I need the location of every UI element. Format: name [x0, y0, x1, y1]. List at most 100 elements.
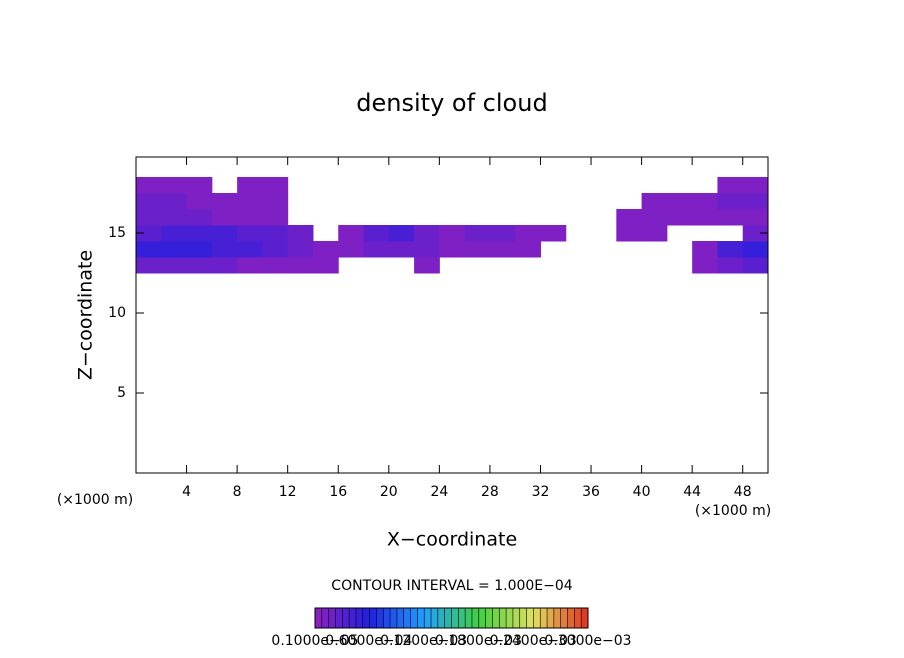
- x-tick-label: 20: [380, 484, 398, 500]
- colorbar-stripe: [342, 608, 350, 628]
- colorbar-frame: [314, 607, 589, 629]
- x-tick-label: 24: [430, 484, 448, 500]
- cell: [237, 193, 263, 210]
- cell: [161, 241, 188, 258]
- cell: [136, 209, 162, 226]
- cell: [287, 257, 314, 274]
- cell: [489, 241, 516, 258]
- cell: [287, 225, 314, 242]
- cell: [489, 225, 516, 242]
- colorbar-stripe: [471, 608, 479, 628]
- cell: [717, 193, 744, 210]
- cell: [262, 225, 289, 242]
- colorbar-stripe: [512, 608, 520, 628]
- plot-frame: [135, 156, 769, 474]
- cell: [161, 193, 188, 210]
- cell: [616, 225, 643, 242]
- cell: [515, 225, 541, 242]
- cell: [338, 225, 365, 242]
- colorbar-label: 0.3000e−03: [544, 633, 631, 649]
- x-tick-label: 8: [233, 484, 242, 500]
- colorbar-stripe: [499, 608, 507, 628]
- cell: [717, 241, 744, 258]
- colorbar-stripe: [547, 608, 554, 628]
- cell: [641, 193, 668, 210]
- cell: [312, 241, 339, 258]
- colorbar-stripe: [519, 608, 527, 628]
- y-axis-label: Z−coordinate: [75, 250, 97, 380]
- colorbar-stripe: [567, 608, 575, 628]
- colorbar-stripe: [526, 608, 534, 628]
- colorbar-stripe: [581, 608, 588, 628]
- cell: [464, 225, 491, 242]
- colorbar-stripe: [355, 608, 363, 628]
- colorbar-stripe: [376, 608, 384, 628]
- colorbar-stripe: [321, 608, 329, 628]
- y-tick-label: 5: [117, 385, 126, 401]
- cell: [186, 177, 213, 194]
- cell: [742, 225, 769, 242]
- annotation: CONTOUR INTERVAL = 1.000E−04: [331, 578, 572, 594]
- colorbar-stripe: [383, 608, 391, 628]
- cell: [717, 177, 744, 194]
- cell: [211, 209, 238, 226]
- colorbar-stripe: [437, 608, 445, 628]
- cell: [186, 193, 213, 210]
- colorbar-stripe: [560, 608, 568, 628]
- cell: [742, 177, 769, 194]
- cell: [161, 177, 188, 194]
- cell: [692, 257, 718, 274]
- colorbar-stripe: [451, 608, 459, 628]
- cell: [262, 257, 289, 274]
- colorbar-stripe: [485, 608, 493, 628]
- cell: [136, 177, 162, 194]
- x-tick-label: 48: [734, 484, 752, 500]
- x-tick-label: 36: [582, 484, 600, 500]
- cell: [186, 241, 213, 258]
- colorbar-stripe: [335, 608, 343, 628]
- colorbar-stripe: [553, 608, 561, 628]
- cell: [237, 177, 263, 194]
- cell: [692, 193, 718, 210]
- cell: [717, 257, 744, 274]
- cell: [237, 225, 263, 242]
- x-tick-label: 28: [481, 484, 499, 500]
- cell: [237, 209, 263, 226]
- cell: [262, 193, 289, 210]
- cell: [287, 241, 314, 258]
- colorbar-stripe: [369, 608, 377, 628]
- cell: [161, 225, 188, 242]
- colorbar-stripe: [478, 608, 486, 628]
- colorbar-stripe: [417, 608, 425, 628]
- cell: [363, 241, 390, 258]
- cell: [666, 193, 693, 210]
- cell: [161, 257, 188, 274]
- colorbar-label: 0.1200e−03: [380, 633, 467, 649]
- x-axis-label: X−coordinate: [387, 529, 517, 551]
- cell: [414, 241, 440, 258]
- cell: [211, 257, 238, 274]
- cell: [641, 209, 668, 226]
- cell: [211, 225, 238, 242]
- colorbar-stripe: [533, 608, 541, 628]
- cell: [186, 257, 213, 274]
- colorbar-stripe: [465, 608, 472, 628]
- cell: [312, 257, 339, 274]
- x-tick-label: 40: [633, 484, 651, 500]
- cell: [262, 177, 289, 194]
- x-tick-label: 16: [329, 484, 347, 500]
- colorbar-stripe: [396, 608, 404, 628]
- colorbar-label: 0.6000e−04: [325, 633, 412, 649]
- cell: [363, 225, 390, 242]
- cell: [439, 241, 466, 258]
- y-tick-label: 10: [108, 305, 126, 321]
- colorbar-label: 0.2400e−03: [490, 633, 577, 649]
- cell: [515, 241, 541, 258]
- colorbar-label: 0.1800e−03: [435, 633, 522, 649]
- cell: [136, 193, 162, 210]
- colorbar-stripe: [431, 608, 438, 628]
- cell: [464, 241, 491, 258]
- cell: [742, 209, 769, 226]
- cell: [388, 241, 415, 258]
